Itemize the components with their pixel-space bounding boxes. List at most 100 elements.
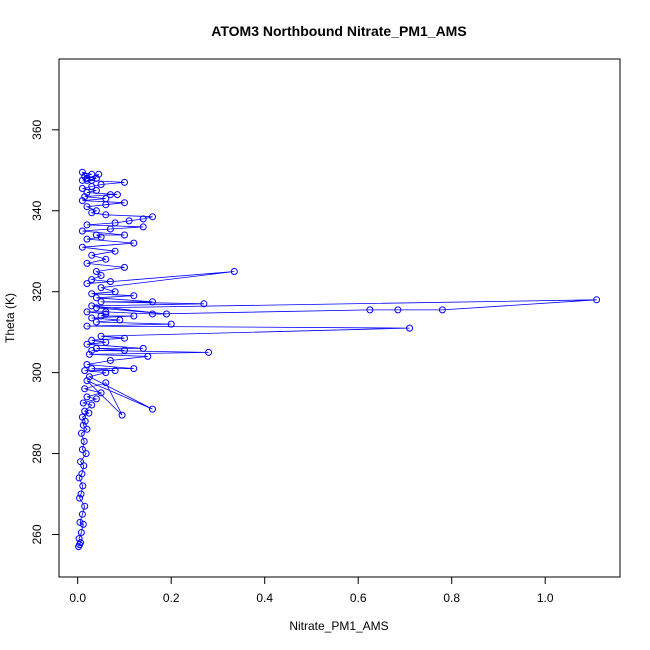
y-axis: 260 280 300 320 340 360	[30, 119, 59, 545]
data-point	[130, 365, 138, 373]
data-point	[106, 191, 114, 199]
data-point	[113, 191, 121, 199]
data-point	[88, 176, 96, 184]
data-point	[92, 344, 100, 352]
data-point	[83, 322, 91, 330]
data-point	[149, 310, 156, 318]
data-point	[82, 450, 90, 458]
y-tick-label: 260	[30, 524, 44, 544]
x-tick-label: 0.0	[69, 591, 86, 605]
data-point	[88, 365, 96, 373]
data-point	[139, 223, 147, 231]
data-point	[76, 518, 84, 526]
data-point	[118, 411, 126, 419]
data-point	[92, 231, 100, 239]
data-point	[92, 395, 100, 403]
chart-title: ATOM3 Northbound Nitrate_PM1_AMS	[211, 23, 466, 39]
data-point	[88, 336, 96, 344]
x-tick-label: 0.4	[256, 591, 273, 605]
x-tick-label: 0.2	[163, 591, 180, 605]
data-point	[438, 306, 446, 314]
data-point	[78, 470, 86, 478]
data-point	[92, 174, 100, 182]
data-point	[83, 174, 91, 182]
data-point	[80, 437, 88, 445]
data-point	[83, 361, 91, 368]
data-point	[149, 405, 156, 413]
data-point	[366, 306, 374, 314]
data-point	[149, 298, 156, 306]
data-point	[92, 268, 100, 275]
data-point	[88, 209, 96, 217]
data-point	[121, 178, 128, 186]
data-point	[167, 320, 175, 328]
data-point	[130, 239, 138, 247]
data-point	[92, 187, 100, 194]
data-point	[144, 352, 152, 360]
data-point	[97, 272, 105, 279]
data-point	[85, 373, 93, 381]
data-point	[92, 318, 100, 326]
data-point	[77, 529, 85, 536]
data-point	[205, 348, 213, 356]
data-point	[102, 255, 110, 263]
data-point	[78, 227, 86, 235]
data-point	[75, 535, 83, 543]
y-tick-label: 300	[30, 362, 44, 382]
data-point	[85, 409, 93, 417]
data-point	[97, 389, 105, 397]
data-point	[77, 490, 85, 498]
data-point	[121, 263, 128, 271]
data-point	[97, 181, 105, 188]
data-point	[76, 494, 84, 502]
data-point	[102, 310, 110, 318]
data-point	[81, 367, 89, 375]
data-point	[163, 310, 170, 318]
data-point	[78, 197, 86, 205]
data-point	[97, 312, 105, 320]
data-point	[78, 510, 86, 518]
data-point	[121, 199, 128, 207]
data-point	[102, 308, 110, 316]
data-point	[97, 298, 105, 306]
data-point	[79, 421, 87, 429]
data-point	[81, 407, 89, 415]
data-point	[81, 172, 89, 180]
data-point	[139, 344, 147, 352]
data-point	[200, 300, 208, 308]
data-point	[92, 294, 100, 302]
data-point	[88, 314, 96, 322]
data-point	[79, 482, 87, 490]
data-point	[106, 357, 114, 364]
data-point	[83, 340, 91, 348]
x-tick-label: 0.6	[350, 591, 367, 605]
data-point	[95, 170, 103, 178]
data-point	[78, 243, 86, 251]
data-point	[102, 195, 110, 203]
data-point	[83, 176, 91, 184]
data-point	[77, 458, 84, 466]
data-point	[149, 213, 156, 221]
data-point	[79, 399, 87, 407]
data-point	[106, 278, 114, 286]
data-point	[83, 308, 91, 316]
data-point	[111, 219, 119, 227]
data-point	[81, 385, 89, 393]
data-point	[102, 379, 110, 387]
data-point	[83, 189, 91, 196]
data-point	[83, 203, 91, 211]
y-tick-label: 360	[30, 119, 44, 139]
data-point	[78, 185, 86, 192]
data-point	[111, 367, 119, 375]
y-tick-label: 320	[30, 281, 44, 301]
data-point	[121, 334, 128, 342]
data-point	[88, 346, 96, 354]
data-point	[81, 193, 89, 201]
data-point	[88, 251, 96, 259]
data-point	[78, 176, 86, 184]
y-tick-label: 280	[30, 443, 44, 463]
data-point	[121, 346, 128, 354]
data-point	[111, 247, 119, 255]
y-tick-label: 340	[30, 200, 44, 220]
